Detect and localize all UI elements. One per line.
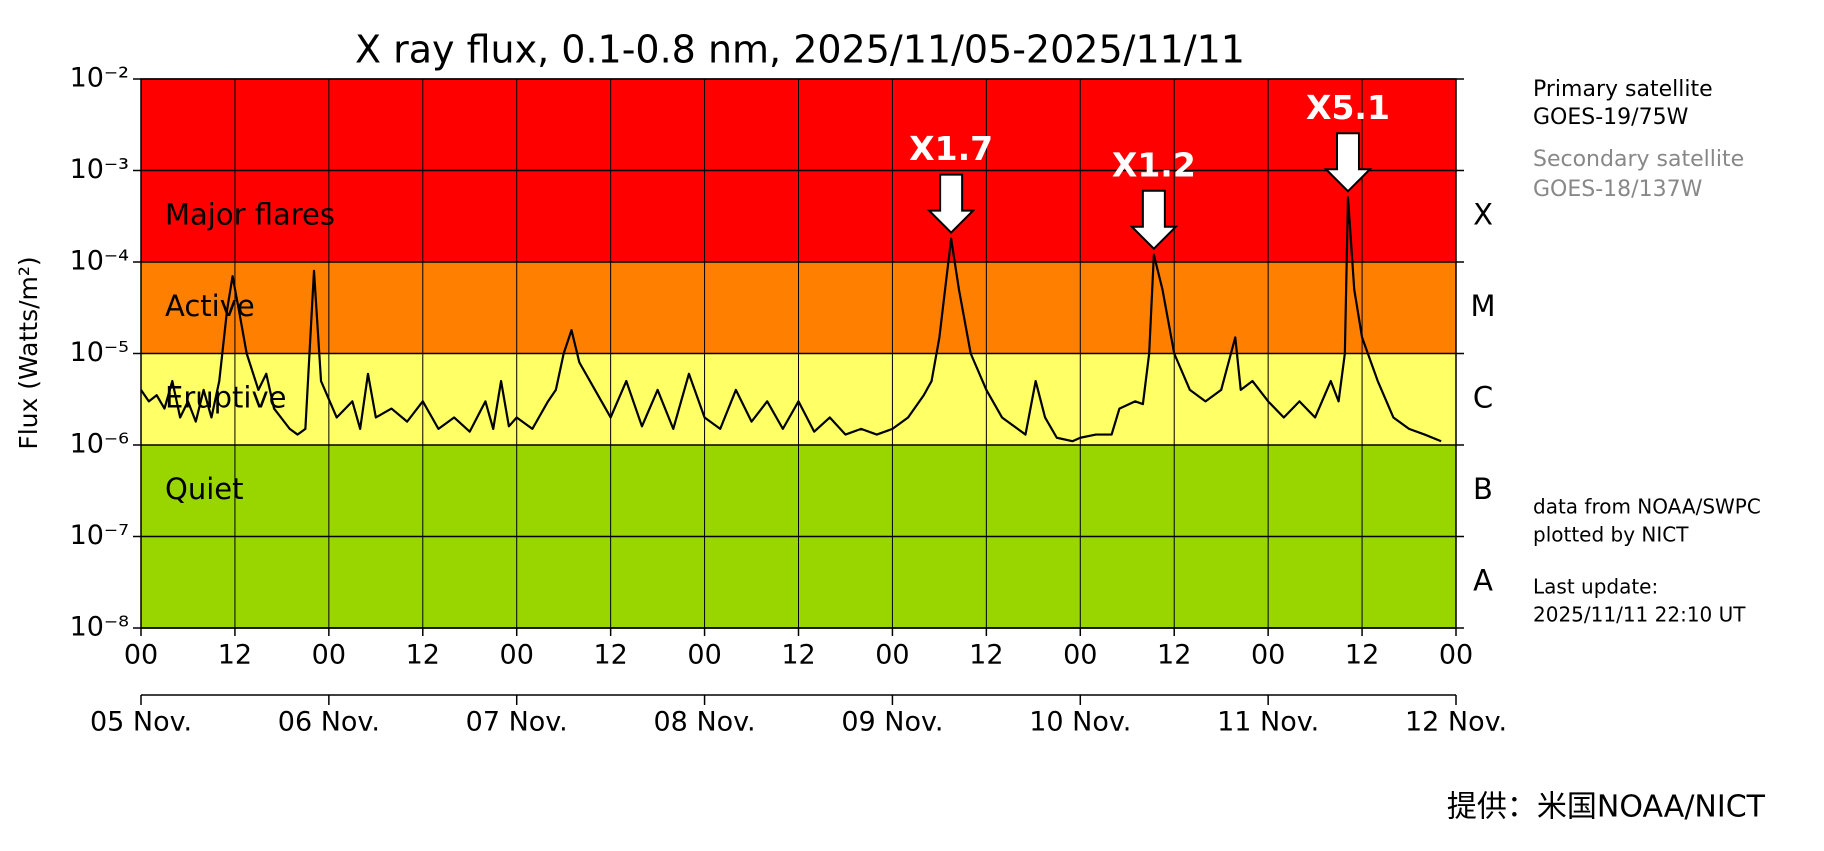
band-label: Quiet [165, 472, 243, 506]
class-label: M [1470, 289, 1495, 323]
class-label: X [1473, 197, 1493, 231]
x-tick-label: 00 [687, 640, 721, 671]
y-tick-label: 10⁻⁶ [70, 429, 129, 460]
date-label: 09 Nov. [841, 707, 943, 738]
flare-arrow [1129, 189, 1179, 251]
side-text: GOES-18/137W [1533, 177, 1703, 202]
x-tick-label: 12 [1345, 640, 1379, 671]
side-text: plotted by NICT [1533, 523, 1689, 547]
side-text: data from NOAA/SWPC [1533, 495, 1761, 519]
band-label: Major flares [165, 197, 335, 231]
date-label: 07 Nov. [466, 707, 568, 738]
credit: 提供：米国NOAA/NICT [1447, 790, 1766, 825]
flare-arrow [926, 173, 976, 235]
side-text: Primary satellite [1533, 77, 1713, 102]
class-label: B [1473, 472, 1493, 506]
y-tick-label: 10⁻² [70, 63, 129, 94]
x-tick-label: 12 [593, 640, 627, 671]
side-text: 2025/11/11 22:10 UT [1533, 603, 1746, 627]
y-tick-label: 10⁻⁵ [70, 337, 129, 368]
date-label: 05 Nov. [90, 707, 192, 738]
y-axis-label: Flux (Watts/m²) [14, 256, 43, 449]
x-tick-label: 12 [406, 640, 440, 671]
class-label: A [1473, 563, 1493, 597]
x-tick-label: 00 [1251, 640, 1285, 671]
side-text: GOES-19/75W [1533, 105, 1689, 130]
x-tick-label: 00 [1439, 640, 1473, 671]
side-text: Secondary satellite [1533, 147, 1744, 172]
y-tick-label: 10⁻⁸ [70, 612, 129, 643]
x-tick-label: 12 [1157, 640, 1191, 671]
date-label: 11 Nov. [1217, 707, 1319, 738]
plot-frame [140, 78, 1457, 629]
x-tick-label: 00 [124, 640, 158, 671]
y-tick-label: 10⁻⁷ [70, 520, 129, 551]
flux-line [140, 196, 1442, 443]
x-tick-label: 12 [969, 640, 1003, 671]
x-tick-label: 00 [312, 640, 346, 671]
x-tick-label: 12 [218, 640, 252, 671]
x-tick-label: 00 [875, 640, 909, 671]
side-text: Last update: [1533, 575, 1658, 599]
flare-label: X1.7 [909, 129, 993, 168]
chart-title: X ray flux, 0.1-0.8 nm, 2025/11/05-2025/… [355, 28, 1245, 72]
x-tick-label: 12 [781, 640, 815, 671]
date-label: 06 Nov. [278, 707, 380, 738]
flare-label: X5.1 [1306, 88, 1390, 127]
flare-arrow [1323, 132, 1373, 193]
flare-label: X1.2 [1112, 145, 1196, 184]
y-tick-label: 10⁻³ [70, 154, 129, 185]
y-tick-label: 10⁻⁴ [70, 246, 129, 277]
date-label: 10 Nov. [1029, 707, 1131, 738]
date-label: 12 Nov. [1405, 707, 1507, 738]
date-label: 08 Nov. [654, 707, 756, 738]
x-tick-label: 00 [500, 640, 534, 671]
class-label: C [1473, 380, 1493, 414]
x-tick-label: 00 [1063, 640, 1097, 671]
